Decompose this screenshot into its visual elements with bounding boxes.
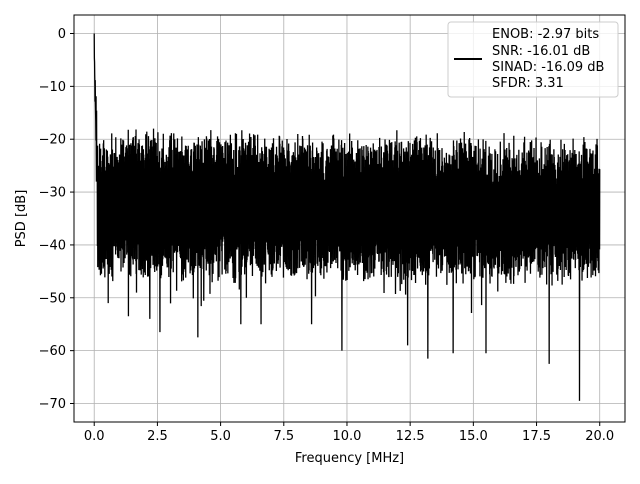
y-tick-label: −40 — [39, 238, 66, 253]
x-tick-label: 10.0 — [332, 429, 361, 444]
legend-snr: SNR: -16.01 dB — [492, 44, 590, 59]
y-tick-label: 0 — [58, 27, 66, 42]
y-axis-ticks: 0 −10 −20 −30 −40 −50 −60 −70 — [39, 27, 74, 412]
legend: ENOB: -2.97 bits SNR: -16.01 dB SINAD: -… — [448, 22, 618, 97]
y-tick-label: −60 — [39, 344, 66, 359]
x-axis-label: Frequency [MHz] — [295, 451, 404, 466]
legend-sinad: SINAD: -16.09 dB — [492, 60, 604, 75]
x-tick-label: 12.5 — [396, 429, 425, 444]
y-tick-label: −70 — [39, 397, 66, 412]
y-tick-label: −30 — [39, 186, 66, 201]
x-tick-label: 0.0 — [84, 429, 105, 444]
legend-enob: ENOB: -2.97 bits — [492, 27, 599, 42]
y-tick-label: −20 — [39, 133, 66, 148]
x-tick-label: 20.0 — [585, 429, 614, 444]
x-tick-label: 15.0 — [459, 429, 488, 444]
y-tick-label: −10 — [39, 80, 66, 95]
y-axis-label: PSD [dB] — [14, 190, 29, 248]
x-tick-label: 2.5 — [147, 429, 168, 444]
y-tick-label: −50 — [39, 291, 66, 306]
x-axis-ticks: 0.0 2.5 5.0 7.5 10.0 12.5 15.0 17.5 20.0 — [84, 422, 614, 444]
x-tick-label: 7.5 — [273, 429, 294, 444]
legend-sfdr: SFDR: 3.31 — [492, 76, 564, 91]
x-tick-label: 5.0 — [210, 429, 231, 444]
x-tick-label: 17.5 — [522, 429, 551, 444]
